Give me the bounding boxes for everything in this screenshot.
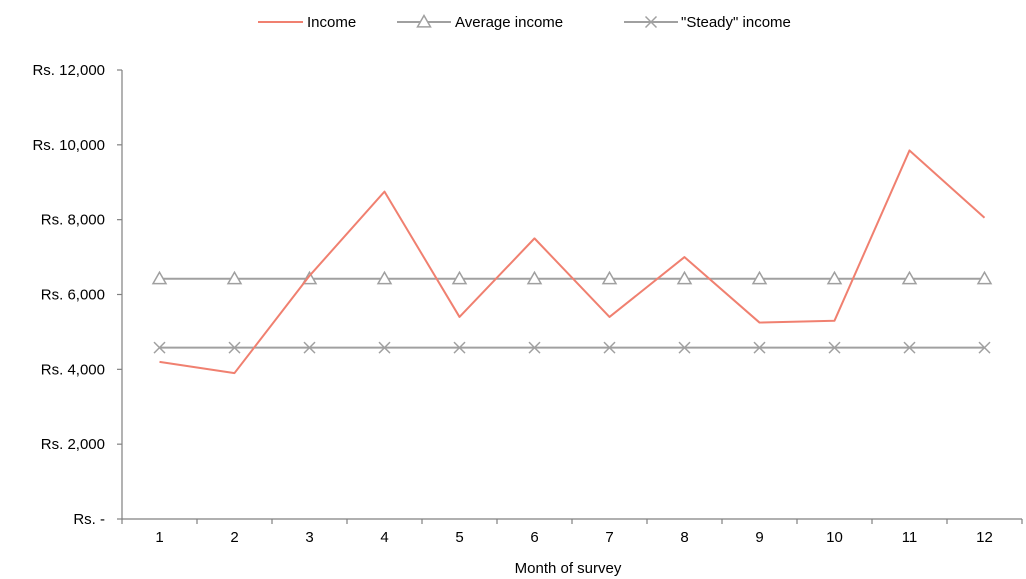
y-tick-label: Rs. 2,000: [41, 436, 105, 453]
series-2-point: [603, 341, 616, 354]
series-2-point-stroke-b: [603, 341, 616, 354]
x-tick-label: 1: [155, 529, 163, 546]
series-2-point-stroke-b: [228, 341, 241, 354]
series-2-point: [678, 341, 691, 354]
series-1-point: [676, 270, 693, 285]
x-tick-label: 12: [976, 529, 993, 546]
x-tick-label: 5: [455, 529, 463, 546]
y-tick-label: Rs. 6,000: [41, 287, 105, 304]
legend-swatch-marker: [644, 15, 658, 29]
series-2-point-stroke-b: [753, 341, 766, 354]
series-1-point: [976, 270, 993, 285]
x-tick-label: 4: [380, 529, 388, 546]
series-2-point: [153, 341, 166, 354]
legend: Income Average income "Steady" income: [258, 13, 791, 31]
series-2-point: [978, 341, 991, 354]
x-tick-label: 10: [826, 529, 843, 546]
series-1-point: [901, 270, 918, 285]
x-tick-label: 6: [530, 529, 538, 546]
series-2-point-stroke-b: [828, 341, 841, 354]
legend-item-1: Average income: [397, 13, 563, 31]
x-tick-label: 8: [680, 529, 688, 546]
series-2-point-stroke-b: [678, 341, 691, 354]
legend-label: Average income: [455, 14, 563, 31]
series-2-point-stroke-b: [978, 341, 991, 354]
series-1-point: [526, 270, 543, 285]
x-tick-label: 7: [605, 529, 613, 546]
x-tick-label: 2: [230, 529, 238, 546]
series-1-point: [826, 270, 843, 285]
series-2-point: [828, 341, 841, 354]
series-2-point: [903, 341, 916, 354]
series-1-point: [226, 270, 243, 285]
series-1-point: [151, 270, 168, 285]
y-tick-label: Rs. 10,000: [32, 137, 105, 154]
legend-swatch-marker: [416, 13, 432, 28]
y-tick-label: Rs. -: [73, 511, 105, 528]
series-2-point: [228, 341, 241, 354]
series-2-point-stroke-b: [528, 341, 541, 354]
series-2-point: [378, 341, 391, 354]
legend-label: Income: [307, 14, 356, 31]
series-line-0: [159, 149, 986, 375]
series-2-point: [453, 341, 466, 354]
x-tick-label: 11: [902, 529, 918, 546]
legend-item-2: "Steady" income: [624, 14, 791, 31]
x-tick-label: 3: [305, 529, 313, 546]
x-tick-label: 9: [755, 529, 763, 546]
legend-item-0: Income: [258, 14, 356, 31]
y-tick-label: Rs. 12,000: [32, 62, 105, 79]
y-tick-label: Rs. 4,000: [41, 361, 105, 378]
series-2-point-stroke-b: [303, 341, 316, 354]
y-axis: Rs. - Rs. 2,000 Rs. 4,000 Rs. 6,000 Rs. 8,00…: [32, 62, 123, 528]
series-2-point-stroke-b: [453, 341, 466, 354]
series-1-point: [751, 270, 768, 285]
series-2-point-stroke-b: [903, 341, 916, 354]
series-2-point: [528, 341, 541, 354]
x-axis: 1 2 3 4 5 6 7 8 9 10 11 12: [121, 518, 1023, 546]
series-2-point-stroke-b: [378, 341, 391, 354]
y-tick-label: Rs. 8,000: [41, 212, 105, 229]
series-2-point-stroke-b: [153, 341, 166, 354]
series-layer: [151, 149, 993, 375]
series-2: [153, 341, 991, 354]
x-axis-title: Month of survey: [515, 560, 622, 577]
legend-swatch-marker-stroke-b: [644, 15, 658, 29]
series-1-point: [451, 270, 468, 285]
series-2-point: [753, 341, 766, 354]
legend-label: "Steady" income: [681, 14, 791, 31]
series-0: [159, 149, 986, 375]
series-1-point: [376, 270, 393, 285]
series-2-point: [303, 341, 316, 354]
series-1-point: [601, 270, 618, 285]
